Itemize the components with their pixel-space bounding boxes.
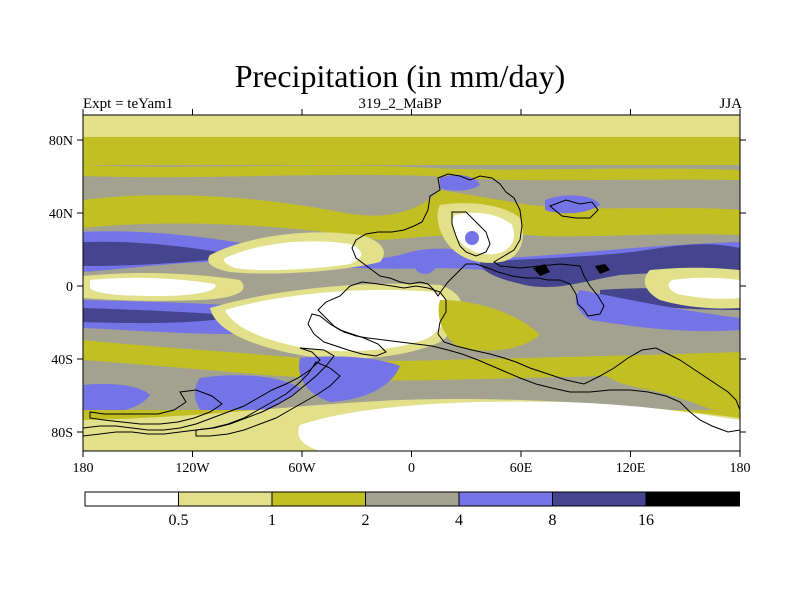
- north-continent-blue-patch: [440, 174, 480, 191]
- heavy-rain-spot-2: [595, 264, 610, 274]
- band-itcz-north-dark: [83, 241, 240, 266]
- coast-south-west-arm-2: [195, 361, 341, 437]
- band-north-light: [83, 115, 740, 137]
- coast-south-continent: [317, 281, 740, 433]
- legend-box-2: [271, 491, 366, 507]
- season-label: JJA: [719, 96, 742, 112]
- lon-label-120e: 120E: [616, 461, 646, 476]
- legend-label-2: 2: [362, 512, 370, 529]
- legend-box-3: [365, 491, 460, 507]
- lat-tick-marks: [77, 139, 746, 433]
- lat-label-40n: 40N: [49, 207, 73, 222]
- dry-zone-desert-white: [452, 212, 515, 255]
- experiment-label: Expt = teYam1: [83, 96, 174, 112]
- lon-label-0: 0: [408, 461, 415, 476]
- dry-zone-interior-white: [223, 241, 362, 271]
- legend-label-8: 8: [549, 512, 557, 529]
- lat-label-40s: 40S: [51, 353, 73, 368]
- coast-north-continent-inner: [451, 211, 491, 257]
- dry-zone-north-white-right: [668, 277, 740, 299]
- lon-label-120w: 120W: [175, 461, 210, 476]
- lat-label-0: 0: [66, 280, 73, 295]
- lon-label-60w: 60W: [288, 461, 316, 476]
- band-midnorth-yellow: [83, 190, 740, 240]
- precipitation-field: [83, 115, 740, 451]
- legend-box-5: [552, 491, 647, 507]
- lat-label-80n: 80N: [49, 134, 73, 149]
- heavy-rain-spot-1: [533, 264, 550, 276]
- map-title: Precipitation (in mm/day): [234, 58, 566, 94]
- lat-label-80s: 80S: [51, 426, 73, 441]
- band-north-olive: [83, 137, 740, 165]
- dry-zone-north-white: [90, 277, 216, 296]
- coastlines: [83, 173, 740, 437]
- coast-south-continent-inner: [307, 313, 387, 357]
- coast-north-continent: [351, 173, 605, 317]
- coast-south-west-arm: [83, 347, 335, 437]
- legend-box-0: [84, 491, 179, 507]
- dry-zone-south-white: [225, 290, 449, 352]
- legend-box-4: [458, 491, 553, 507]
- legend-label-1: 1: [268, 512, 276, 529]
- band-itcz-south-dark: [83, 308, 240, 324]
- legend-label-0-5: 0.5: [169, 512, 189, 529]
- band-south-midlat-blue-3: [83, 383, 150, 415]
- lon-label-60e: 60E: [510, 461, 533, 476]
- legend-label-16: 16: [638, 512, 654, 529]
- coast-south-west-arm-3: [89, 389, 223, 425]
- lon-label-180w: 180: [73, 461, 94, 476]
- dry-zone-south-yellow: [438, 300, 540, 351]
- band-south-yellow-right: [599, 359, 740, 420]
- coast-asia-east: [549, 199, 599, 219]
- band-south-pacific-blue: [575, 290, 740, 332]
- lon-label-180e: 180: [730, 461, 751, 476]
- legend-box-6: [645, 491, 740, 507]
- blue-spot-atlantic: [413, 250, 437, 274]
- band-south-midlat-yellow: [83, 340, 740, 381]
- period-label: 319_2_MaBP: [358, 96, 442, 112]
- blue-spot-desert: [465, 231, 479, 245]
- color-legend: [84, 491, 740, 507]
- band-north-olive-edge: [83, 165, 740, 181]
- legend-box-1: [178, 491, 273, 507]
- band-south-white: [298, 401, 740, 451]
- legend-label-4: 4: [455, 512, 463, 529]
- lon-tick-marks: [82, 109, 741, 457]
- band-south-midlat-blue-2: [194, 375, 300, 420]
- north-continent-blue-patch-2: [545, 195, 600, 214]
- band-asia-dark: [480, 244, 740, 288]
